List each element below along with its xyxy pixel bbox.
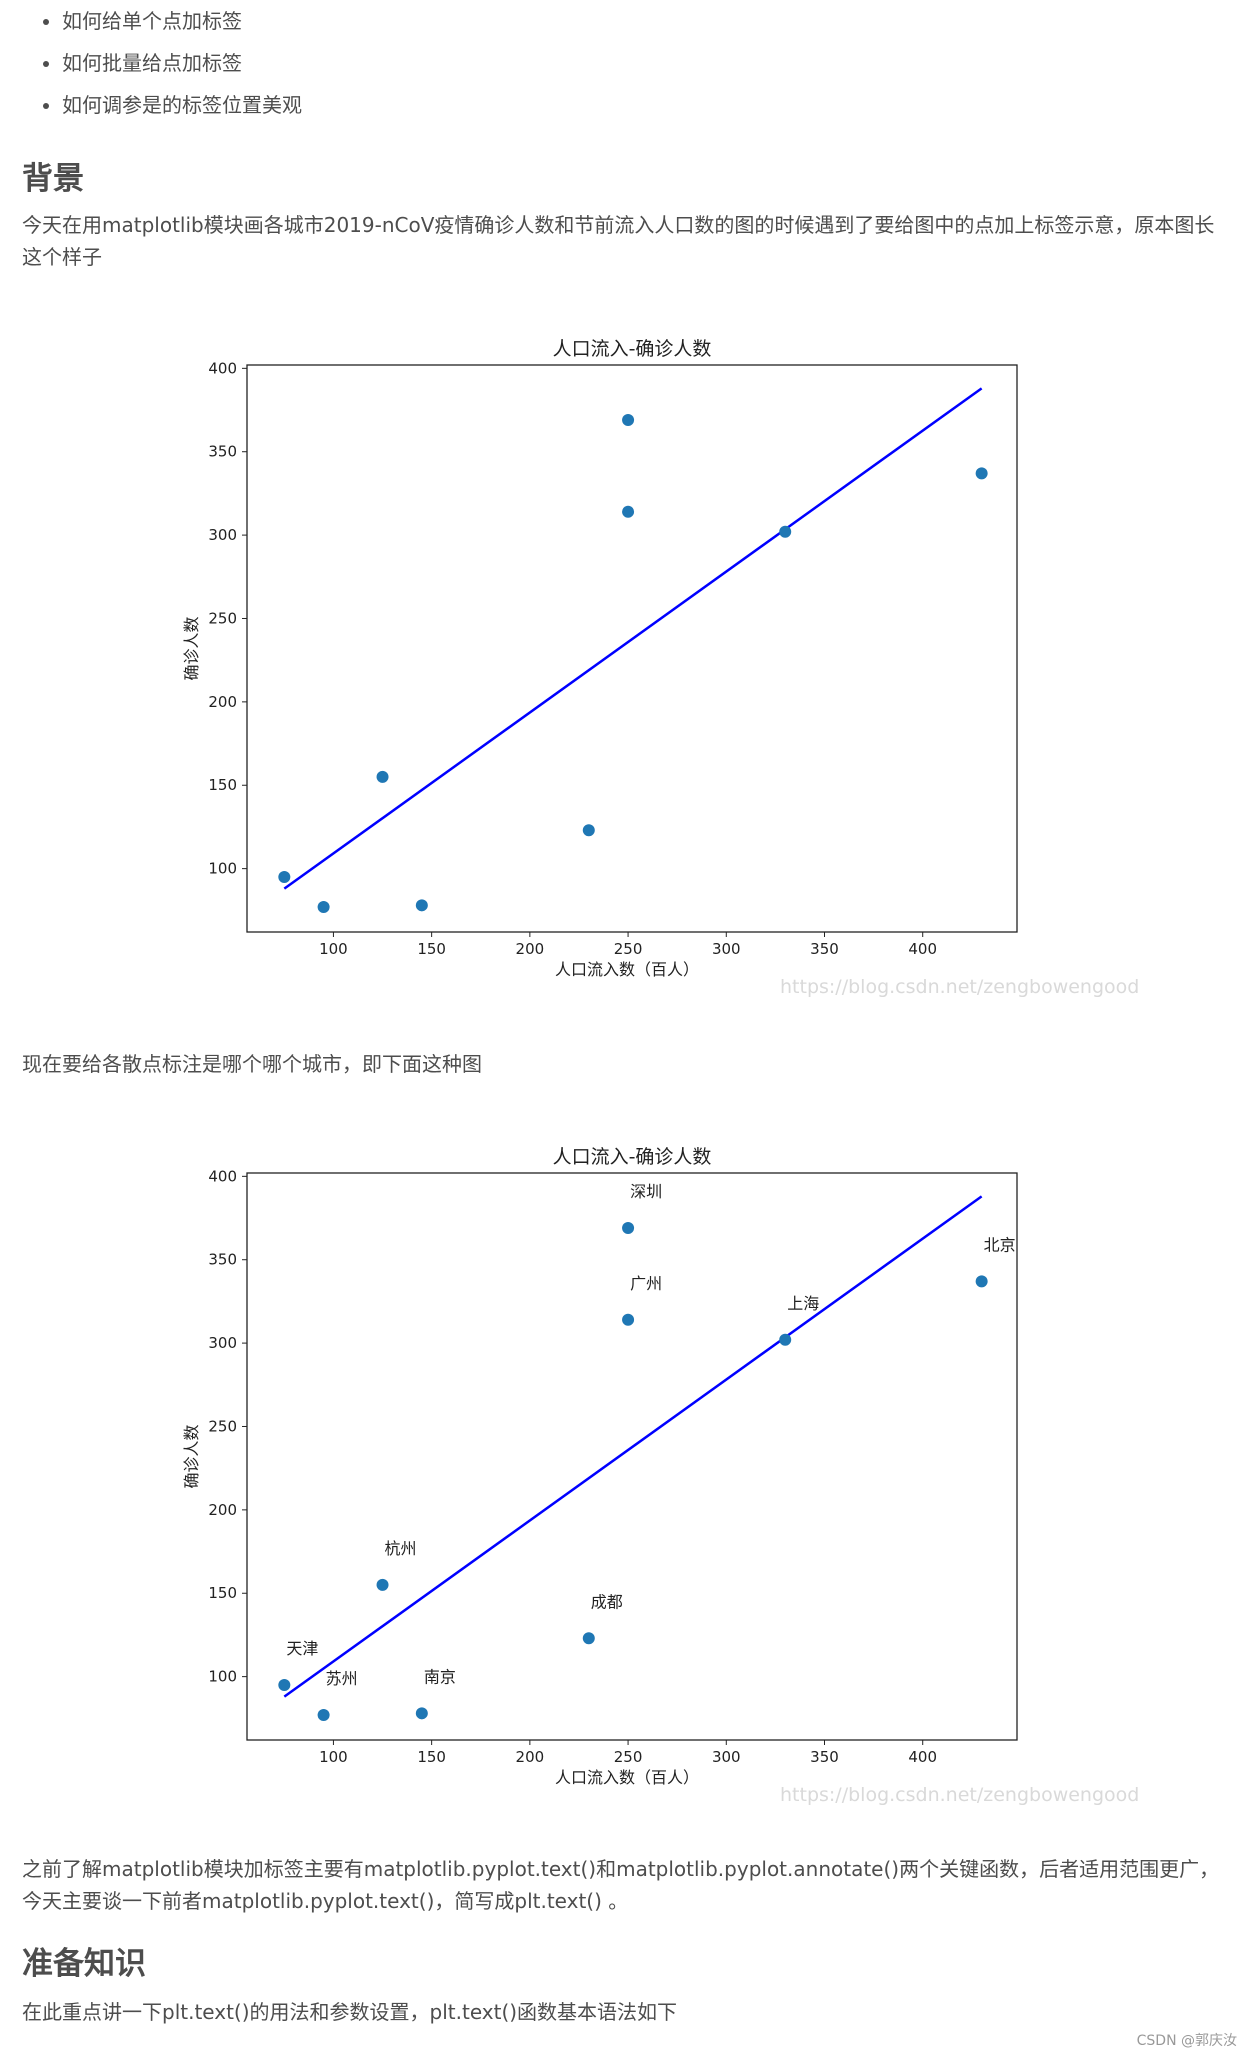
x-tick-label: 150 bbox=[417, 1748, 446, 1766]
y-tick-label: 100 bbox=[208, 860, 237, 878]
data-point bbox=[622, 505, 635, 518]
chart-title: 人口流入-确诊人数 bbox=[553, 338, 712, 360]
y-tick-label: 350 bbox=[208, 443, 237, 461]
y-tick-label: 350 bbox=[208, 1251, 237, 1269]
bullet-item: 如何调参是的标签位置美观 bbox=[62, 84, 302, 126]
plot-frame bbox=[246, 1172, 1018, 1741]
x-axis-label: 人口流入数（百人） bbox=[555, 960, 699, 979]
watermark: https://blog.csdn.net/zengbowengood bbox=[780, 976, 1139, 998]
data-point bbox=[975, 467, 988, 480]
y-tick-label: 150 bbox=[208, 1584, 237, 1602]
x-tick-label: 300 bbox=[712, 940, 741, 958]
x-tick-label: 350 bbox=[810, 1748, 839, 1766]
data-point bbox=[622, 1222, 635, 1235]
y-tick-label: 400 bbox=[208, 359, 237, 377]
data-point bbox=[317, 900, 330, 913]
data-point bbox=[779, 525, 792, 538]
data-point bbox=[317, 1708, 330, 1721]
scatter-chart-unlabeled: 人口流入-确诊人数 100 150 200 250 300 350 400 100 150 200 2… bbox=[182, 338, 1139, 998]
after-paragraph: 之前了解matplotlib模块加标签主要有matplotlib.pyplot.… bbox=[22, 1857, 1220, 1913]
intro-bullet-list: 如何给单个点加标签 如何批量给点加标签 如何调参是的标签位置美观 bbox=[40, 0, 302, 126]
y-tick-label: 150 bbox=[208, 776, 237, 794]
chart-title: 人口流入-确诊人数 bbox=[553, 1146, 712, 1168]
data-point bbox=[415, 899, 428, 912]
footer-credit: CSDN @郭庆汝 bbox=[1136, 2033, 1237, 2049]
data-point bbox=[376, 1578, 389, 1591]
x-tick-label: 200 bbox=[516, 940, 545, 958]
y-tick-label: 200 bbox=[208, 693, 237, 711]
fit-line bbox=[283, 1195, 983, 1698]
point-label: 上海 bbox=[787, 1294, 819, 1313]
y-tick-label: 250 bbox=[208, 609, 237, 627]
data-point bbox=[376, 770, 389, 783]
y-tick-label: 200 bbox=[208, 1501, 237, 1519]
data-point bbox=[582, 824, 595, 837]
point-label: 广州 bbox=[630, 1274, 662, 1293]
x-axis-label: 人口流入数（百人） bbox=[555, 1768, 699, 1787]
prep-paragraph: 在此重点讲一下plt.text()的用法和参数设置，plt.text()函数基本… bbox=[22, 2000, 678, 2024]
data-point bbox=[278, 870, 291, 883]
data-point bbox=[582, 1632, 595, 1645]
section-heading-prep: 准备知识 bbox=[22, 1946, 146, 1982]
x-tick-label: 400 bbox=[908, 940, 937, 958]
fit-line bbox=[283, 387, 983, 890]
scatter-chart-labeled: 人口流入-确诊人数 100 150 200 250 300 350 400 100 150 200 2… bbox=[182, 1146, 1139, 1806]
plot-frame bbox=[246, 364, 1018, 933]
y-tick-label: 400 bbox=[208, 1167, 237, 1185]
data-point bbox=[779, 1333, 792, 1346]
bullet-item: 如何给单个点加标签 bbox=[62, 0, 302, 42]
x-tick-label: 300 bbox=[712, 1748, 741, 1766]
y-axis-label: 确诊人数 bbox=[182, 1424, 201, 1488]
x-tick-label: 100 bbox=[319, 1748, 348, 1766]
x-tick-label: 350 bbox=[810, 940, 839, 958]
data-point bbox=[622, 414, 635, 427]
data-point bbox=[415, 1707, 428, 1720]
point-label: 杭州 bbox=[385, 1539, 417, 1558]
bullet-item: 如何批量给点加标签 bbox=[62, 42, 302, 84]
section-heading-background: 背景 bbox=[22, 161, 84, 197]
between-paragraph: 现在要给各散点标注是哪个哪个城市，即下面这种图 bbox=[22, 1052, 482, 1076]
y-tick-label: 300 bbox=[208, 526, 237, 544]
x-tick-label: 250 bbox=[614, 940, 643, 958]
data-point bbox=[622, 1313, 635, 1326]
point-label: 天津 bbox=[286, 1639, 318, 1658]
y-tick-label: 100 bbox=[208, 1668, 237, 1686]
y-tick-label: 250 bbox=[208, 1417, 237, 1435]
chart-figure-2: 人口流入-确诊人数 100 150 200 250 300 350 400 100 150 200 2… bbox=[0, 1128, 1253, 1828]
data-point bbox=[278, 1678, 291, 1691]
watermark: https://blog.csdn.net/zengbowengood bbox=[780, 1784, 1139, 1806]
chart-figure-1: 人口流入-确诊人数 100 150 200 250 300 350 400 100 150 200 2… bbox=[0, 320, 1253, 1020]
background-paragraph: 今天在用matplotlib模块画各城市2019-nCoV疫情确诊人数和节前流入… bbox=[22, 213, 1215, 269]
point-label: 北京 bbox=[984, 1235, 1016, 1254]
point-label: 成都 bbox=[591, 1592, 623, 1611]
x-tick-label: 250 bbox=[614, 1748, 643, 1766]
x-tick-label: 150 bbox=[417, 940, 446, 958]
x-tick-label: 200 bbox=[516, 1748, 545, 1766]
y-axis-label: 确诊人数 bbox=[182, 616, 201, 680]
point-label: 南京 bbox=[424, 1667, 456, 1686]
point-label: 苏州 bbox=[326, 1669, 358, 1688]
point-label: 深圳 bbox=[630, 1182, 662, 1201]
data-point bbox=[975, 1275, 988, 1288]
x-tick-label: 100 bbox=[319, 940, 348, 958]
x-tick-label: 400 bbox=[908, 1748, 937, 1766]
y-tick-label: 300 bbox=[208, 1334, 237, 1352]
